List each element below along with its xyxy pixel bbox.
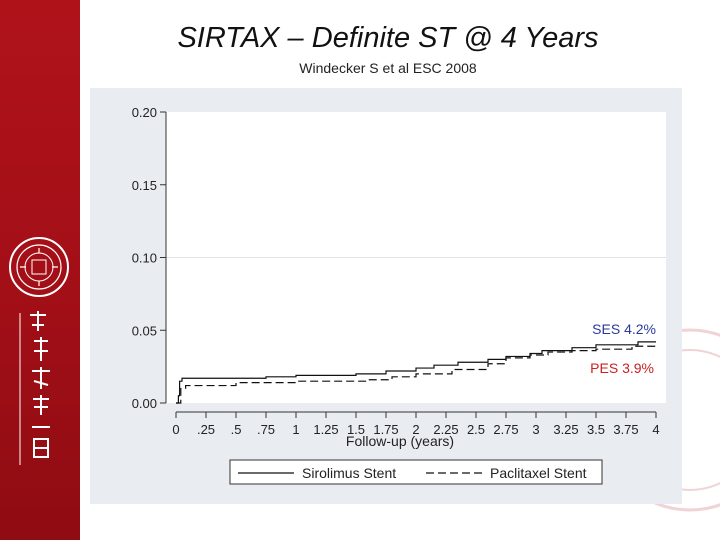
university-seal-logo xyxy=(9,237,69,297)
x-tick-label: 1.75 xyxy=(373,422,398,437)
legend-label-sirolimus: Sirolimus Stent xyxy=(302,465,396,481)
x-tick-label: 2 xyxy=(412,422,419,437)
x-tick-label: .75 xyxy=(257,422,275,437)
x-tick-label: 0 xyxy=(172,422,179,437)
hospital-name-vertical-logo xyxy=(19,311,50,465)
x-tick-label: .5 xyxy=(231,422,242,437)
x-tick-label: 2.5 xyxy=(467,422,485,437)
x-tick-label: 2.75 xyxy=(493,422,518,437)
x-tick-label: 1.25 xyxy=(313,422,338,437)
x-tick-label: 3.75 xyxy=(613,422,638,437)
x-tick-label: 1.5 xyxy=(347,422,365,437)
slide-subtitle: Windecker S et al ESC 2008 xyxy=(299,60,477,76)
annotation-pes: PES 3.9% xyxy=(590,360,654,376)
annotation-ses: SES 4.2% xyxy=(592,321,656,337)
y-tick-label: 0.15 xyxy=(132,178,157,193)
series-line-paclitaxel xyxy=(176,345,656,404)
chart-panel: 0.00 0.05 0.10 0.15 0.20 0 .25 .5 .75 1 1.25 1.5 1.… xyxy=(90,88,682,504)
x-tick-label: 3.5 xyxy=(587,422,605,437)
legend-label-paclitaxel: Paclitaxel Stent xyxy=(490,465,587,481)
y-tick-label: 0.00 xyxy=(132,396,157,411)
x-tick-label: .25 xyxy=(197,422,215,437)
x-tick-label: 1 xyxy=(292,422,299,437)
x-tick-label: 4 xyxy=(652,422,659,437)
legend: Sirolimus Stent Paclitaxel Stent xyxy=(229,459,603,485)
x-axis-label: Follow-up (years) xyxy=(346,433,454,449)
kaplan-meier-chart: 0.00 0.05 0.10 0.15 0.20 0 .25 .5 .75 1 1.25 1.5 1.… xyxy=(132,105,666,485)
x-tick-label: 3 xyxy=(532,422,539,437)
left-brand-band xyxy=(0,0,80,540)
y-tick-label: 0.05 xyxy=(132,323,157,338)
y-tick-label: 0.10 xyxy=(132,251,157,266)
x-tick-label: 2.25 xyxy=(433,422,458,437)
slide-title: SIRTAX – Definite ST @ 4 Years xyxy=(177,22,599,54)
y-tick-label: 0.20 xyxy=(132,105,157,120)
x-tick-label: 3.25 xyxy=(553,422,578,437)
